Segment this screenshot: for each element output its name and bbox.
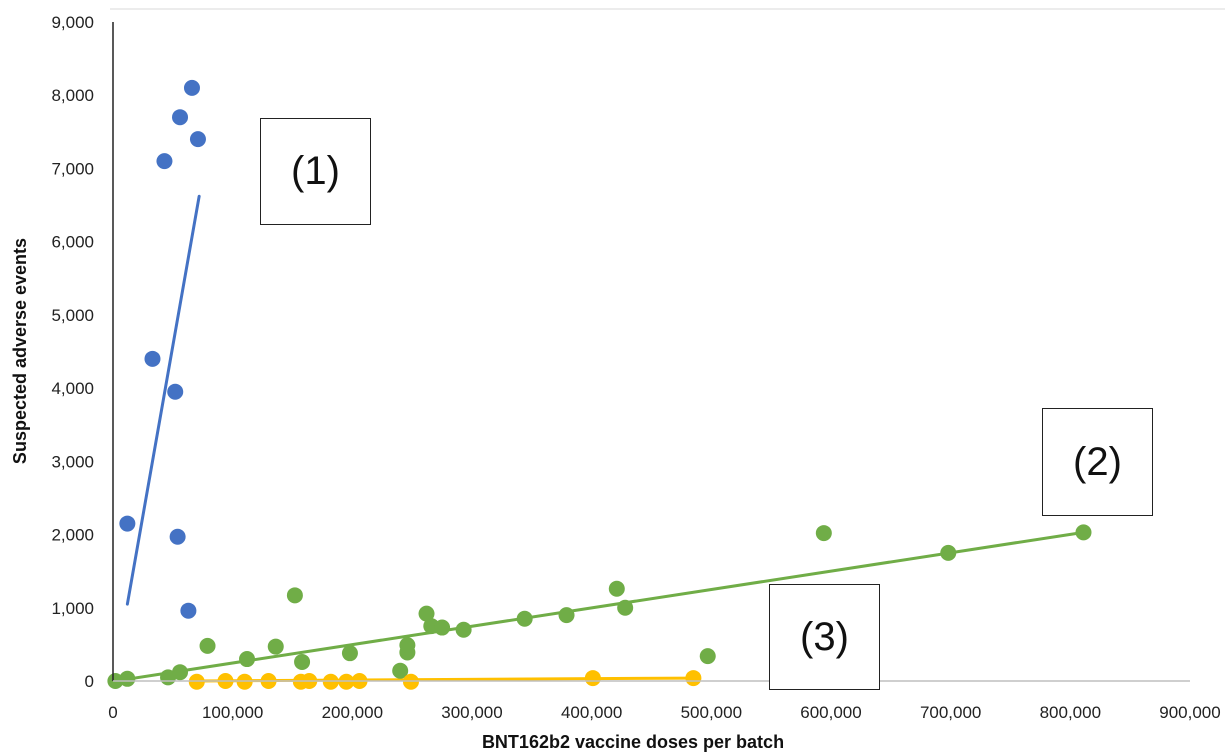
- data-point-series-3: [685, 670, 702, 687]
- data-point-series-2: [267, 638, 284, 655]
- data-point-series-2: [341, 645, 358, 662]
- y-axis-title: Suspected adverse events: [10, 238, 30, 464]
- data-points: [107, 79, 1092, 690]
- data-point-series-2: [392, 662, 409, 679]
- x-tick-label: 700,000: [920, 703, 981, 722]
- y-tick-label: 9,000: [51, 13, 94, 32]
- data-point-series-2: [239, 651, 256, 668]
- data-point-series-2: [608, 580, 625, 597]
- y-tick-label: 8,000: [51, 86, 94, 105]
- trendline-series-1: [125, 194, 201, 606]
- data-point-series-2: [294, 653, 311, 670]
- data-point-series-2: [940, 544, 957, 561]
- data-point-series-1: [119, 515, 136, 532]
- data-point-series-2: [699, 648, 716, 665]
- y-tick-label: 7,000: [51, 159, 94, 178]
- annotation-box-2: (2): [1042, 408, 1153, 516]
- data-point-series-2: [815, 525, 832, 542]
- data-point-series-2: [172, 664, 189, 681]
- data-point-series-1: [172, 109, 189, 126]
- data-point-series-2: [199, 637, 216, 654]
- x-tick-label: 300,000: [441, 703, 502, 722]
- data-point-series-1: [183, 79, 200, 96]
- data-point-series-1: [167, 383, 184, 400]
- x-tick-label: 800,000: [1040, 703, 1101, 722]
- x-tick-label: 600,000: [800, 703, 861, 722]
- trendlines: [113, 194, 1085, 683]
- x-axis-title: BNT162b2 vaccine doses per batch: [482, 732, 784, 752]
- x-tick-label: 100,000: [202, 703, 263, 722]
- x-tick-label: 900,000: [1159, 703, 1220, 722]
- data-point-series-2: [455, 621, 472, 638]
- y-tick-label: 5,000: [51, 306, 94, 325]
- x-tick-label: 500,000: [681, 703, 742, 722]
- data-point-series-2: [399, 637, 416, 654]
- trendline-series-2: [113, 530, 1085, 683]
- data-point-series-1: [144, 350, 161, 367]
- x-tick-label: 200,000: [322, 703, 383, 722]
- x-tick-labels: 0 100,000 200,000 300,000 400,000 500,000 600,…: [108, 703, 1220, 722]
- data-point-series-1: [156, 153, 173, 170]
- y-tick-label: 0: [85, 672, 94, 691]
- y-tick-label: 3,000: [51, 452, 94, 471]
- x-tick-label: 0: [108, 703, 117, 722]
- y-tick-label: 2,000: [51, 526, 94, 545]
- y-tick-labels: 0 1,000 2,000 3,000 4,000 5,000 6,000 7,000 8,00…: [51, 13, 94, 691]
- data-point-series-2: [119, 670, 136, 687]
- annotation-box-3: (3): [769, 584, 880, 690]
- data-point-series-2: [434, 619, 451, 636]
- x-tick-label: 400,000: [561, 703, 622, 722]
- data-point-series-2: [286, 587, 303, 604]
- y-tick-label: 6,000: [51, 233, 94, 252]
- data-point-series-2: [1075, 524, 1092, 541]
- y-tick-label: 4,000: [51, 379, 94, 398]
- data-point-series-2: [418, 605, 435, 622]
- data-point-series-1: [189, 131, 206, 148]
- y-tick-label: 1,000: [51, 599, 94, 618]
- data-point-series-2: [617, 599, 634, 616]
- data-point-series-2: [558, 607, 575, 624]
- data-point-series-3: [584, 670, 601, 687]
- annotation-box-1: (1): [260, 118, 371, 225]
- data-point-series-1: [169, 528, 186, 545]
- data-point-series-1: [180, 602, 197, 619]
- data-point-series-2: [516, 610, 533, 627]
